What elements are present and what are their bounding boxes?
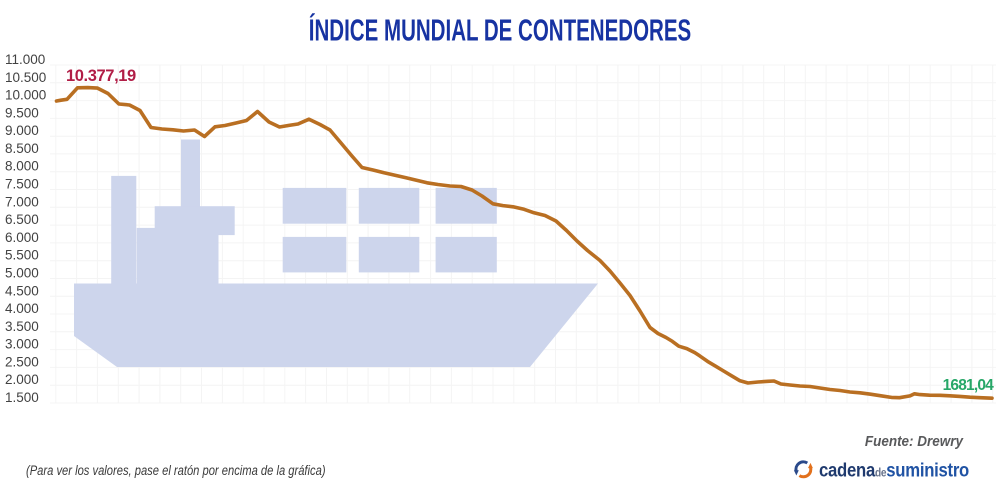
svg-text:6.000: 6.000 [5,230,39,245]
svg-text:8.000: 8.000 [5,159,39,174]
svg-text:2.000: 2.000 [5,372,39,387]
svg-text:10.500: 10.500 [5,70,46,85]
svg-text:3.500: 3.500 [5,319,39,334]
svg-text:7.500: 7.500 [5,177,39,192]
svg-text:11.000: 11.000 [5,52,45,67]
svg-text:Fuente: Drewry: Fuente: Drewry [865,433,964,450]
svg-text:cadenadesuministro: cadenadesuministro [819,460,969,481]
svg-text:9.000: 9.000 [5,123,39,138]
svg-text:2.500: 2.500 [5,354,39,369]
svg-text:5.000: 5.000 [5,266,39,281]
svg-text:8.500: 8.500 [5,141,39,156]
svg-text:ÍNDICE MUNDIAL DE CONTENEDORES: ÍNDICE MUNDIAL DE CONTENEDORES [309,12,691,47]
svg-text:6.500: 6.500 [5,212,39,227]
svg-text:3.000: 3.000 [5,337,39,352]
svg-text:7.000: 7.000 [5,194,39,209]
svg-text:1681,04: 1681,04 [943,377,995,394]
svg-text:1.500: 1.500 [5,390,39,405]
svg-text:9.500: 9.500 [5,105,39,120]
svg-text:4.500: 4.500 [5,283,39,298]
svg-text:(Para ver los valores, pase el: (Para ver los valores, pase el ratón por… [26,463,326,478]
svg-text:10.377,19: 10.377,19 [66,67,136,85]
svg-text:4.000: 4.000 [5,301,39,316]
svg-text:5.500: 5.500 [5,248,39,263]
svg-text:10.000: 10.000 [5,88,46,103]
